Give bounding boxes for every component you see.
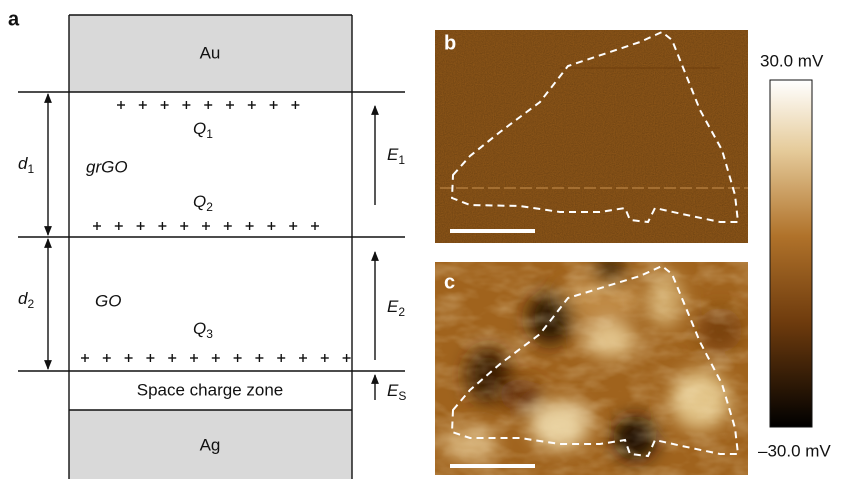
colorbar-min-label: –30.0 mV: [758, 441, 831, 460]
subscript: S: [398, 389, 406, 403]
layer-label: GO: [95, 291, 121, 310]
field-label: ES: [387, 381, 406, 403]
charge-label: Q3: [193, 319, 213, 341]
subscript: 1: [27, 162, 34, 176]
symbol: E: [387, 297, 399, 316]
au-electrode: [69, 15, 352, 92]
subscript: 2: [27, 297, 34, 311]
field-label: E1: [387, 145, 405, 167]
symbol: Q: [193, 192, 206, 211]
field-label: E2: [387, 297, 405, 319]
flake-outline: [450, 264, 740, 458]
layer-label: Au: [200, 43, 221, 62]
subscript: 1: [398, 153, 405, 167]
ag-electrode: [69, 410, 352, 479]
layer-label: Ag: [200, 435, 221, 454]
panel-label: b: [444, 32, 456, 54]
layer-label: Space charge zone: [137, 380, 284, 399]
colorbar: [769, 79, 813, 428]
symbol: E: [387, 381, 399, 400]
symbol: d: [18, 289, 28, 308]
charge-label: Q1: [193, 119, 213, 141]
subscript: 1: [206, 127, 213, 141]
panel-label: c: [444, 271, 455, 293]
image-texture: [435, 30, 748, 243]
charge-label: Q2: [193, 192, 213, 214]
symbol: E: [387, 145, 399, 164]
layer-label: grGO: [86, 157, 128, 176]
symbol: Q: [193, 319, 206, 338]
colorbar-max-label: 30.0 mV: [760, 51, 824, 70]
panel-label: a: [8, 8, 20, 30]
charge-signs: [81, 101, 351, 362]
symbol: Q: [193, 119, 206, 138]
image-texture: [435, 262, 748, 475]
kpfm-image-b: b: [435, 30, 748, 243]
subscript: 2: [398, 305, 405, 319]
symbol: d: [18, 154, 28, 173]
thickness-label: d2: [18, 289, 34, 311]
thickness-label: d1: [18, 154, 34, 176]
kpfm-image-c: c: [435, 262, 748, 475]
subscript: 2: [206, 200, 213, 214]
subscript: 3: [206, 327, 213, 341]
